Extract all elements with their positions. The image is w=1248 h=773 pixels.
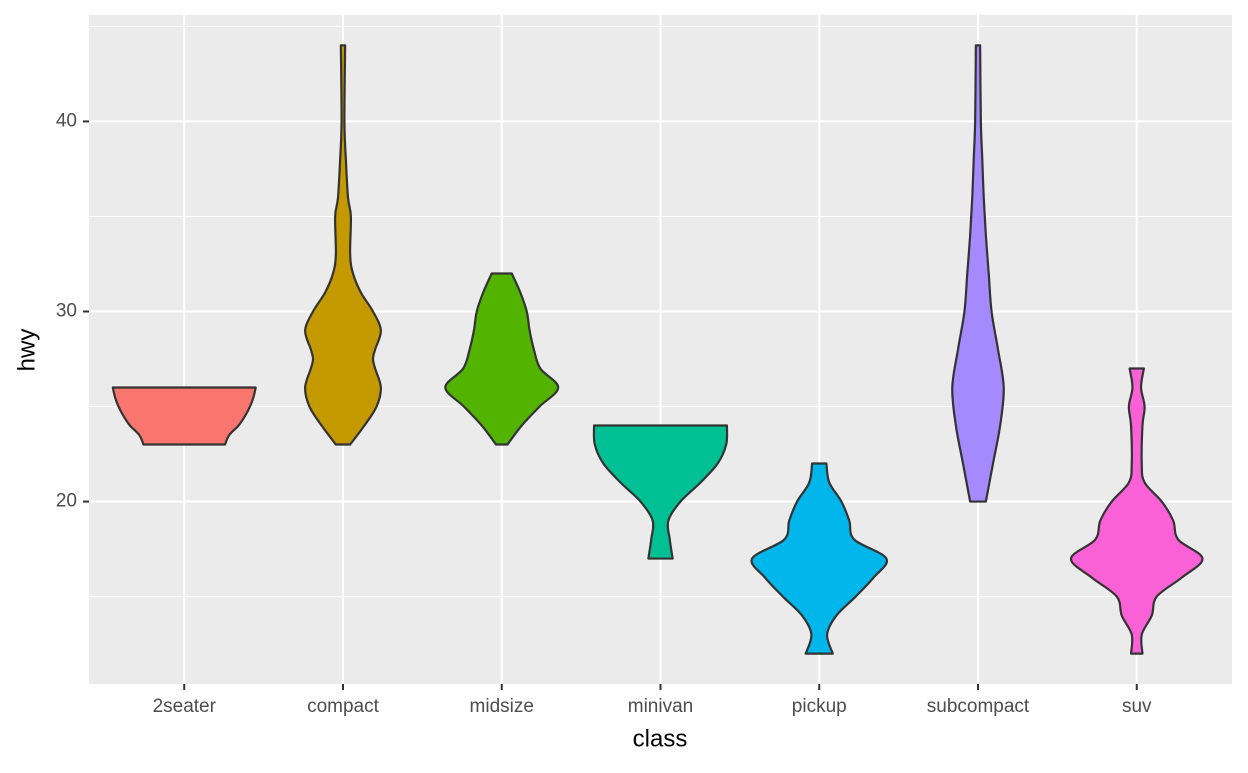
x-tick-label: suv [1122, 696, 1152, 717]
x-tick-label: midsize [470, 696, 534, 717]
x-tick-label: 2seater [153, 696, 217, 717]
x-axis-title: class [633, 725, 688, 752]
y-tick-label: 20 [56, 491, 77, 512]
y-tick-label: 40 [56, 110, 77, 131]
x-tick-label: pickup [792, 696, 847, 717]
violin [444, 272, 560, 446]
violin [1069, 367, 1204, 655]
violin [951, 44, 1005, 503]
violin [111, 386, 257, 446]
violin [750, 462, 889, 655]
x-tick-label: subcompact [927, 696, 1030, 717]
y-axis-title: hwy [13, 329, 40, 372]
y-tick-label: 30 [56, 301, 77, 322]
x-tick-label: compact [307, 696, 380, 717]
violin [304, 44, 382, 446]
x-tick-label: minivan [628, 696, 693, 717]
violin [592, 424, 729, 560]
